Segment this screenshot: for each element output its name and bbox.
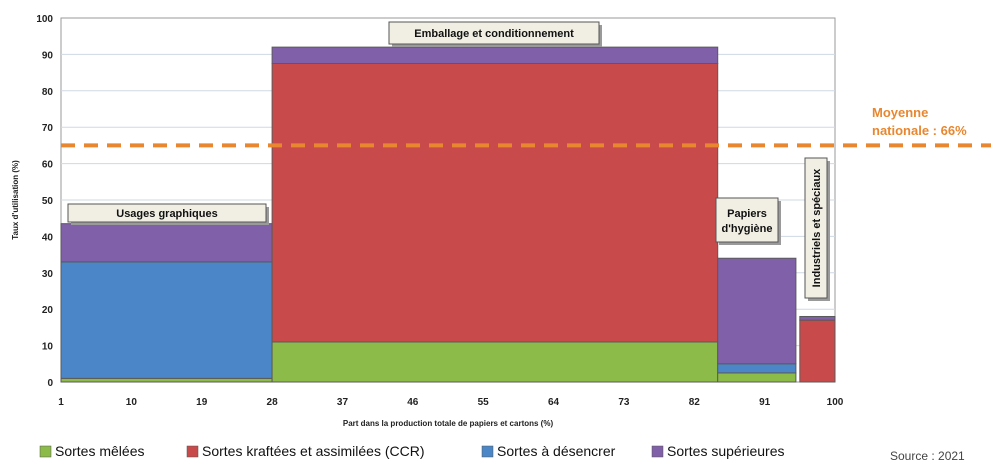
- bar-segment: [271, 63, 719, 343]
- x-tick-label: 19: [196, 397, 208, 408]
- bar-segment: [799, 319, 836, 383]
- y-tick-label: 60: [42, 160, 54, 171]
- group-label: Usages graphiques: [67, 203, 269, 225]
- group-label-box: [67, 203, 267, 223]
- bar-segment: [717, 372, 797, 383]
- legend-swatch: [39, 445, 52, 458]
- x-axis-title: Part dans la production totale de papier…: [343, 419, 554, 428]
- bar-segment: [799, 315, 836, 321]
- bar-segment: [271, 341, 719, 383]
- y-tick-label: 30: [42, 269, 54, 280]
- bar-segment: [60, 223, 273, 263]
- bar-segment: [271, 46, 719, 64]
- x-tick-label: 1: [58, 397, 64, 408]
- legend-label: Sortes à désencrer: [497, 443, 616, 459]
- y-tick-label: 20: [42, 305, 54, 316]
- y-tick-label: 0: [47, 378, 53, 389]
- reference-line-label-2: nationale : 66%: [872, 123, 967, 138]
- bars: [60, 46, 836, 383]
- y-tick-label: 50: [42, 196, 54, 207]
- x-tick-label: 37: [337, 397, 349, 408]
- y-tick-label: 40: [42, 232, 54, 243]
- legend-swatch: [186, 445, 199, 458]
- group-label-text: Industriels et spéciaux: [811, 168, 823, 287]
- source-note: Source : 2021: [890, 449, 965, 462]
- group-label-box: [715, 197, 779, 243]
- x-tick-label: 73: [618, 397, 630, 408]
- group-labels: Usages graphiques Emballage et conditionn…: [67, 21, 830, 301]
- y-tick-label: 80: [42, 87, 54, 98]
- y-tick-label: 70: [42, 123, 54, 134]
- legend-swatch: [481, 445, 494, 458]
- y-tick-label: 10: [42, 342, 54, 353]
- bar-segment: [717, 363, 797, 374]
- x-tick-label: 64: [548, 397, 560, 408]
- reference-line-label-1: Moyenne: [872, 105, 928, 120]
- y-tick-label: 90: [42, 50, 54, 61]
- y-axis-title: Taux d'utilisation (%): [11, 160, 20, 240]
- x-tick-label: 82: [689, 397, 701, 408]
- group-label-box: [388, 21, 600, 45]
- legend-label: Sortes kraftées et assimilées (CCR): [202, 443, 425, 459]
- group-label-text: Emballage et conditionnement: [414, 28, 574, 40]
- x-tick-label: 46: [407, 397, 419, 408]
- bar-segment: [717, 257, 797, 365]
- x-tick-label: 100: [827, 397, 844, 408]
- y-tick-label: 100: [36, 14, 53, 25]
- group-label: Papiers d'hygiène: [715, 197, 781, 245]
- bar-segment: [60, 377, 273, 383]
- bar-segment: [60, 261, 273, 379]
- group-label-text: Papiers: [727, 208, 767, 220]
- group-label: Emballage et conditionnement: [388, 21, 602, 47]
- legend-label: Sortes supérieures: [667, 443, 785, 459]
- group-label-box: [804, 157, 828, 299]
- group-label-text: d'hygiène: [722, 223, 773, 235]
- x-tick-labels: 1 10 19 28 37 46 55 64 73 82 91 100: [58, 397, 844, 408]
- legend: Sortes mêlées Sortes kraftées et assimilé…: [39, 443, 785, 459]
- x-tick-label: 28: [267, 397, 279, 408]
- legend-label: Sortes mêlées: [55, 443, 144, 459]
- legend-swatch: [651, 445, 664, 458]
- x-tick-label: 91: [759, 397, 771, 408]
- x-tick-label: 55: [478, 397, 490, 408]
- group-label-text: Usages graphiques: [116, 208, 217, 220]
- group-label: Industriels et spéciaux: [804, 157, 830, 301]
- y-tick-labels: 0 10 20 30 40 50 60 70 80 90 100: [36, 14, 53, 389]
- x-tick-label: 10: [126, 397, 138, 408]
